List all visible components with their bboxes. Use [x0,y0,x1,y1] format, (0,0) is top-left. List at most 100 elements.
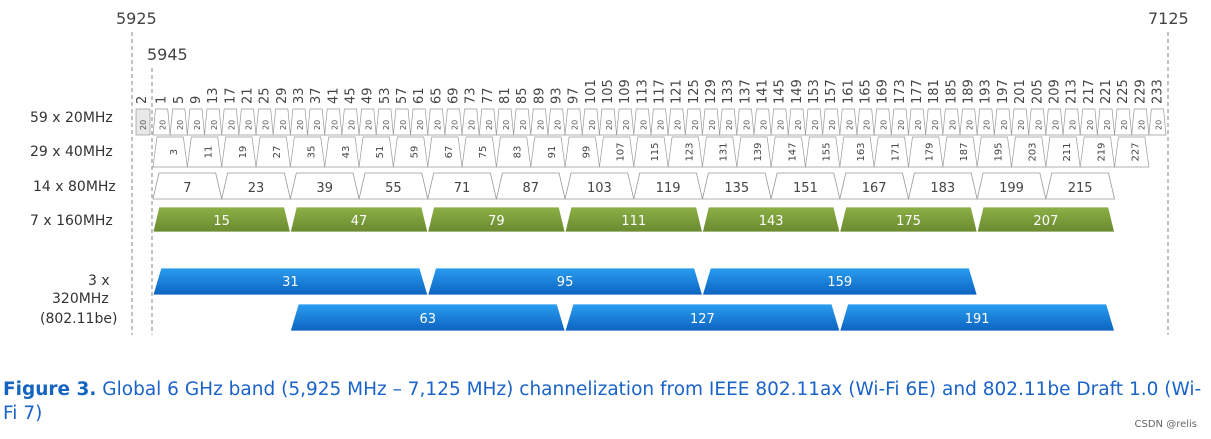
row-label-20mhz: 59 x 20MHz [30,110,113,126]
ch20-label: 21 [240,87,255,104]
ch20-label: 229 [1133,79,1148,104]
ch160-label: 175 [896,214,921,229]
ch20-label-2: 2 [135,96,150,104]
ch20-cell-label: 20 [1051,120,1060,130]
ch160-label: 79 [488,214,505,229]
row-label-320mhz-line3: (802.11be) [40,311,118,327]
ch20-cell-label: 20 [262,120,271,130]
ch20-cell-2 [135,108,151,136]
ch20-cell-label: 20 [777,120,786,130]
ch20-cell-label: 20 [365,120,374,130]
ch20-label: 5 [172,96,187,104]
ch320a-label: 95 [557,275,574,290]
ch20-cell-label: 20 [244,120,253,130]
ch20-cell-label: 20 [742,120,751,130]
ch40-label: 163 [856,142,867,161]
ch40-label: 91 [547,146,558,159]
ch20-label: 161 [841,79,856,104]
ch20-cell-label: 20 [588,120,597,130]
ch20-label: 197 [996,79,1011,104]
ch20-label: 61 [412,87,427,104]
ch20-label: 69 [446,87,461,104]
ch40-label: 43 [341,146,352,159]
freq-start-label: 5925 [116,9,157,28]
ch20-label: 13 [206,87,221,104]
ch40-label: 227 [1131,142,1142,161]
ch20-label: 129 [704,79,719,104]
ch20-cell-label: 20 [1120,120,1129,130]
ch20-label: 73 [464,87,479,104]
ch320b-cell [839,303,1116,332]
caption-text: Global 6 GHz band (5,925 MHz – 7,125 MHz… [3,379,1202,424]
ch40-label: 147 [787,142,798,161]
ch20-cell-label: 20 [897,120,906,130]
ch80-label: 183 [930,181,955,196]
ch20-cell-label: 20 [691,120,700,130]
ch80-label: 199 [999,181,1024,196]
ch40-label: 187 [959,142,970,161]
ch20-cell-label: 20 [502,120,511,130]
ch40-label: 211 [1062,142,1073,161]
row-320mhz-b-channels: 63 127 191 [289,303,1116,332]
freq-end-label: 7125 [1148,9,1189,28]
ch20-cell-label: 20 [983,120,992,130]
ch40-label: 35 [307,146,318,159]
ch20-cell-label: 20 [1137,120,1146,130]
ch20-cell-label: 20 [159,120,168,130]
row-label-160mhz: 7 x 160MHz [30,213,113,229]
ch40-label: 3 [169,149,180,155]
ch20-label: 209 [1047,79,1062,104]
ch20-cell [1148,108,1167,136]
ch20-cell-label: 20 [725,120,734,130]
ch20-label: 97 [567,87,582,104]
ch320b-label: 191 [965,312,990,327]
ch20-label: 101 [584,79,599,104]
ch80-label: 7 [183,181,191,196]
ch20-cell-label: 20 [708,120,717,130]
ch20-cell-label: 20 [1154,120,1163,130]
row-80mhz-channels: 7 23 39 55 71 87 103 119 135 151 167 183 199 215 [152,172,1116,200]
ch160-label: 207 [1033,214,1058,229]
ch20-cell-label: 20 [519,120,528,130]
ch80-label: 23 [248,181,265,196]
ch20-label: 217 [1082,79,1097,104]
ch20-cell-label: 20 [296,120,305,130]
ch160-label: 47 [351,214,368,229]
ch20-cell-label: 20 [948,120,957,130]
ch20-label: 225 [1116,79,1131,104]
ch20-cell-label: 20 [468,120,477,130]
ch20-cell-label: 20 [1000,120,1009,130]
ch20-label: 53 [378,87,393,104]
ch40-label: 59 [410,146,421,159]
ch40-label: 107 [616,142,627,161]
row-label-40mhz: 29 x 40MHz [30,144,113,160]
ch20-label: 113 [635,79,650,104]
ch20-label: 221 [1099,79,1114,104]
ch160-label: 143 [759,214,784,229]
ch20-label: 133 [721,79,736,104]
row-160mhz-channels: 15 47 79 111 143 175 207 [152,206,1116,233]
ch20-label: 57 [395,87,410,104]
ch20-label: 93 [549,87,564,104]
freq-first-channel-label: 5945 [147,45,188,64]
ch20-cell-label: 20 [1017,120,1026,130]
watermark: CSDN @relis [1134,419,1198,430]
ch320a-cell [701,267,978,296]
ch20-label: 17 [223,87,238,104]
ch20-label: 45 [343,87,358,104]
ch20-label: 33 [292,87,307,104]
ch80-label: 215 [1068,181,1093,196]
ch20-cell-label: 20 [553,120,562,130]
ch20-cell-label: 20 [279,120,288,130]
row-label-320mhz-line2: 320MHz [52,291,109,307]
ch20-cell-label: 20 [674,120,683,130]
ch20-cell-label: 20 [863,120,872,130]
ch20-label: 137 [738,79,753,104]
ch40-label: 99 [581,146,592,159]
ch20-label: 29 [275,87,290,104]
ch20-cell-label: 20 [193,120,202,130]
ch20-cell-label: 20 [382,120,391,130]
ch20-label: 193 [979,79,994,104]
ch20-label: 181 [927,79,942,104]
ch20-label: 121 [670,79,685,104]
